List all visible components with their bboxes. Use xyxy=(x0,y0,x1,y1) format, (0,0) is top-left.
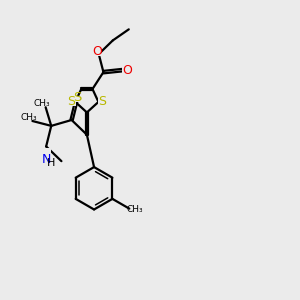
Bar xyxy=(41,148,51,156)
Bar xyxy=(122,67,130,74)
Text: CH₃: CH₃ xyxy=(127,205,143,214)
Text: S: S xyxy=(67,95,75,108)
Bar xyxy=(68,98,76,106)
Bar xyxy=(98,98,106,106)
Text: CH₃: CH₃ xyxy=(20,113,37,122)
Text: N: N xyxy=(41,153,51,166)
Text: S: S xyxy=(73,91,81,104)
Text: O: O xyxy=(122,64,132,77)
Text: S: S xyxy=(99,95,106,108)
Text: O: O xyxy=(92,46,102,59)
Text: CH₃: CH₃ xyxy=(34,99,50,108)
Bar xyxy=(93,49,101,56)
Bar xyxy=(73,95,81,102)
Text: H: H xyxy=(47,158,55,168)
